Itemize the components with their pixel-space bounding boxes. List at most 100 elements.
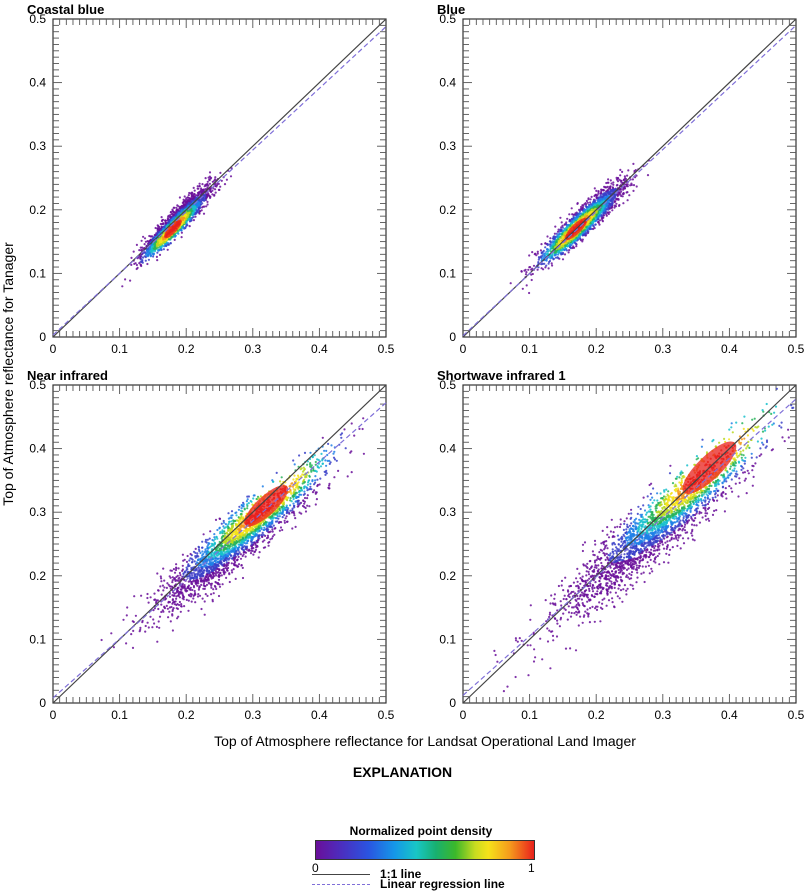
density-point — [209, 195, 212, 198]
density-point — [555, 240, 558, 244]
density-point — [208, 171, 212, 174]
density-point — [162, 248, 165, 251]
density-point — [626, 191, 629, 194]
density-point — [153, 243, 156, 246]
density-point — [536, 252, 539, 255]
density-point — [586, 214, 589, 217]
density-point — [609, 199, 612, 202]
density-point — [154, 233, 157, 236]
density-point — [166, 243, 170, 246]
density-point — [587, 198, 590, 201]
density-point — [591, 202, 595, 205]
density-point — [154, 226, 157, 230]
regression-line — [52, 26, 387, 336]
density-point — [162, 241, 165, 244]
density-point — [150, 235, 153, 238]
density-point — [540, 267, 543, 270]
density-point — [172, 206, 175, 209]
density-point — [540, 243, 543, 246]
density-point — [563, 248, 566, 251]
density-point — [625, 185, 628, 188]
density-point — [197, 209, 200, 212]
density-point — [555, 232, 558, 235]
density-point — [544, 246, 547, 249]
density-point — [156, 224, 159, 227]
density-point — [203, 185, 206, 188]
y-tick-label: 0.4 — [29, 76, 46, 90]
density-point — [560, 221, 563, 224]
minor-ticks — [53, 19, 386, 337]
density-point — [158, 237, 162, 240]
density-point — [178, 196, 181, 199]
density-point — [620, 179, 623, 182]
density-point — [598, 212, 602, 215]
density-point — [214, 191, 217, 194]
density-point — [573, 213, 576, 216]
y-tick-label: 0.2 — [29, 203, 46, 217]
y-tick-label: 0 — [39, 330, 46, 344]
density-point — [611, 209, 614, 212]
density-point — [141, 260, 144, 263]
density-point — [176, 208, 179, 211]
density-point — [156, 241, 159, 244]
density-point — [138, 256, 142, 260]
density-point — [156, 259, 159, 262]
density-point — [213, 179, 216, 182]
density-point — [143, 237, 147, 240]
density-point — [159, 227, 162, 230]
density-point — [208, 179, 211, 182]
density-point — [622, 202, 625, 205]
density-point — [611, 186, 614, 189]
density-point — [184, 203, 187, 206]
density-point — [159, 247, 162, 250]
x-tick-label: 0.2 — [178, 342, 195, 356]
density-point — [563, 253, 567, 256]
density-point — [192, 219, 195, 222]
density-point — [600, 192, 603, 195]
density-point — [537, 266, 540, 269]
density-point — [610, 182, 613, 185]
density-point — [547, 267, 550, 270]
density-point — [621, 170, 624, 173]
density-point — [206, 195, 209, 198]
density-point — [202, 190, 205, 193]
density-point — [191, 214, 194, 217]
density-point — [152, 255, 155, 258]
density-point — [558, 249, 561, 252]
density-point — [188, 225, 191, 228]
density-point — [192, 216, 195, 219]
density-point — [223, 183, 227, 186]
density-point — [626, 174, 629, 177]
density-point — [172, 210, 175, 214]
density-point — [175, 210, 178, 214]
density-point — [156, 251, 159, 254]
density-point — [201, 206, 204, 209]
density-point — [548, 240, 552, 243]
x-tick-label: 0.3 — [244, 342, 261, 356]
density-point — [144, 259, 147, 262]
density-point — [135, 243, 138, 246]
density-point — [572, 246, 575, 249]
density-point — [159, 222, 162, 226]
density-point — [156, 232, 159, 235]
density-point — [609, 189, 612, 192]
density-point — [141, 246, 144, 249]
density-point — [182, 200, 185, 204]
x-tick-label: 0.1 — [111, 342, 128, 356]
density-point — [180, 236, 183, 239]
density-point — [597, 192, 600, 195]
density-point — [509, 282, 512, 285]
density-point — [552, 258, 555, 261]
density-point — [199, 200, 203, 203]
density-point — [185, 214, 188, 217]
density-point — [627, 169, 630, 172]
density-point — [151, 252, 154, 255]
density-point — [546, 243, 549, 247]
density-point — [572, 220, 575, 223]
density-point — [524, 273, 528, 276]
density-point — [201, 183, 204, 186]
density-point — [144, 251, 147, 254]
density-point — [141, 256, 145, 259]
density-point — [194, 213, 197, 216]
